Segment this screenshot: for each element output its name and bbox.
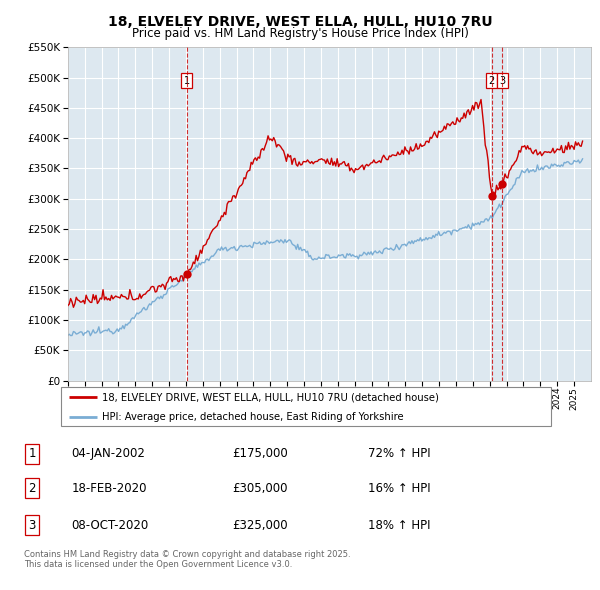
Text: £305,000: £305,000	[232, 481, 288, 495]
Text: 1: 1	[28, 447, 36, 460]
Text: 1: 1	[184, 76, 190, 86]
Text: 72% ↑ HPI: 72% ↑ HPI	[368, 447, 430, 460]
Text: 3: 3	[28, 519, 36, 532]
Text: 2: 2	[488, 76, 495, 86]
Text: 18, ELVELEY DRIVE, WEST ELLA, HULL, HU10 7RU: 18, ELVELEY DRIVE, WEST ELLA, HULL, HU10…	[107, 15, 493, 29]
FancyBboxPatch shape	[61, 388, 551, 425]
Text: 08-OCT-2020: 08-OCT-2020	[71, 519, 149, 532]
Text: 04-JAN-2002: 04-JAN-2002	[71, 447, 145, 460]
Text: £325,000: £325,000	[232, 519, 288, 532]
Text: 2: 2	[28, 481, 36, 495]
Text: £175,000: £175,000	[232, 447, 288, 460]
Text: 18% ↑ HPI: 18% ↑ HPI	[368, 519, 430, 532]
Text: 3: 3	[499, 76, 505, 86]
Text: 16% ↑ HPI: 16% ↑ HPI	[368, 481, 430, 495]
Text: 18, ELVELEY DRIVE, WEST ELLA, HULL, HU10 7RU (detached house): 18, ELVELEY DRIVE, WEST ELLA, HULL, HU10…	[102, 392, 439, 402]
Text: 18-FEB-2020: 18-FEB-2020	[71, 481, 147, 495]
Text: HPI: Average price, detached house, East Riding of Yorkshire: HPI: Average price, detached house, East…	[102, 412, 403, 422]
Text: Contains HM Land Registry data © Crown copyright and database right 2025.
This d: Contains HM Land Registry data © Crown c…	[24, 550, 350, 569]
Text: Price paid vs. HM Land Registry's House Price Index (HPI): Price paid vs. HM Land Registry's House …	[131, 27, 469, 40]
